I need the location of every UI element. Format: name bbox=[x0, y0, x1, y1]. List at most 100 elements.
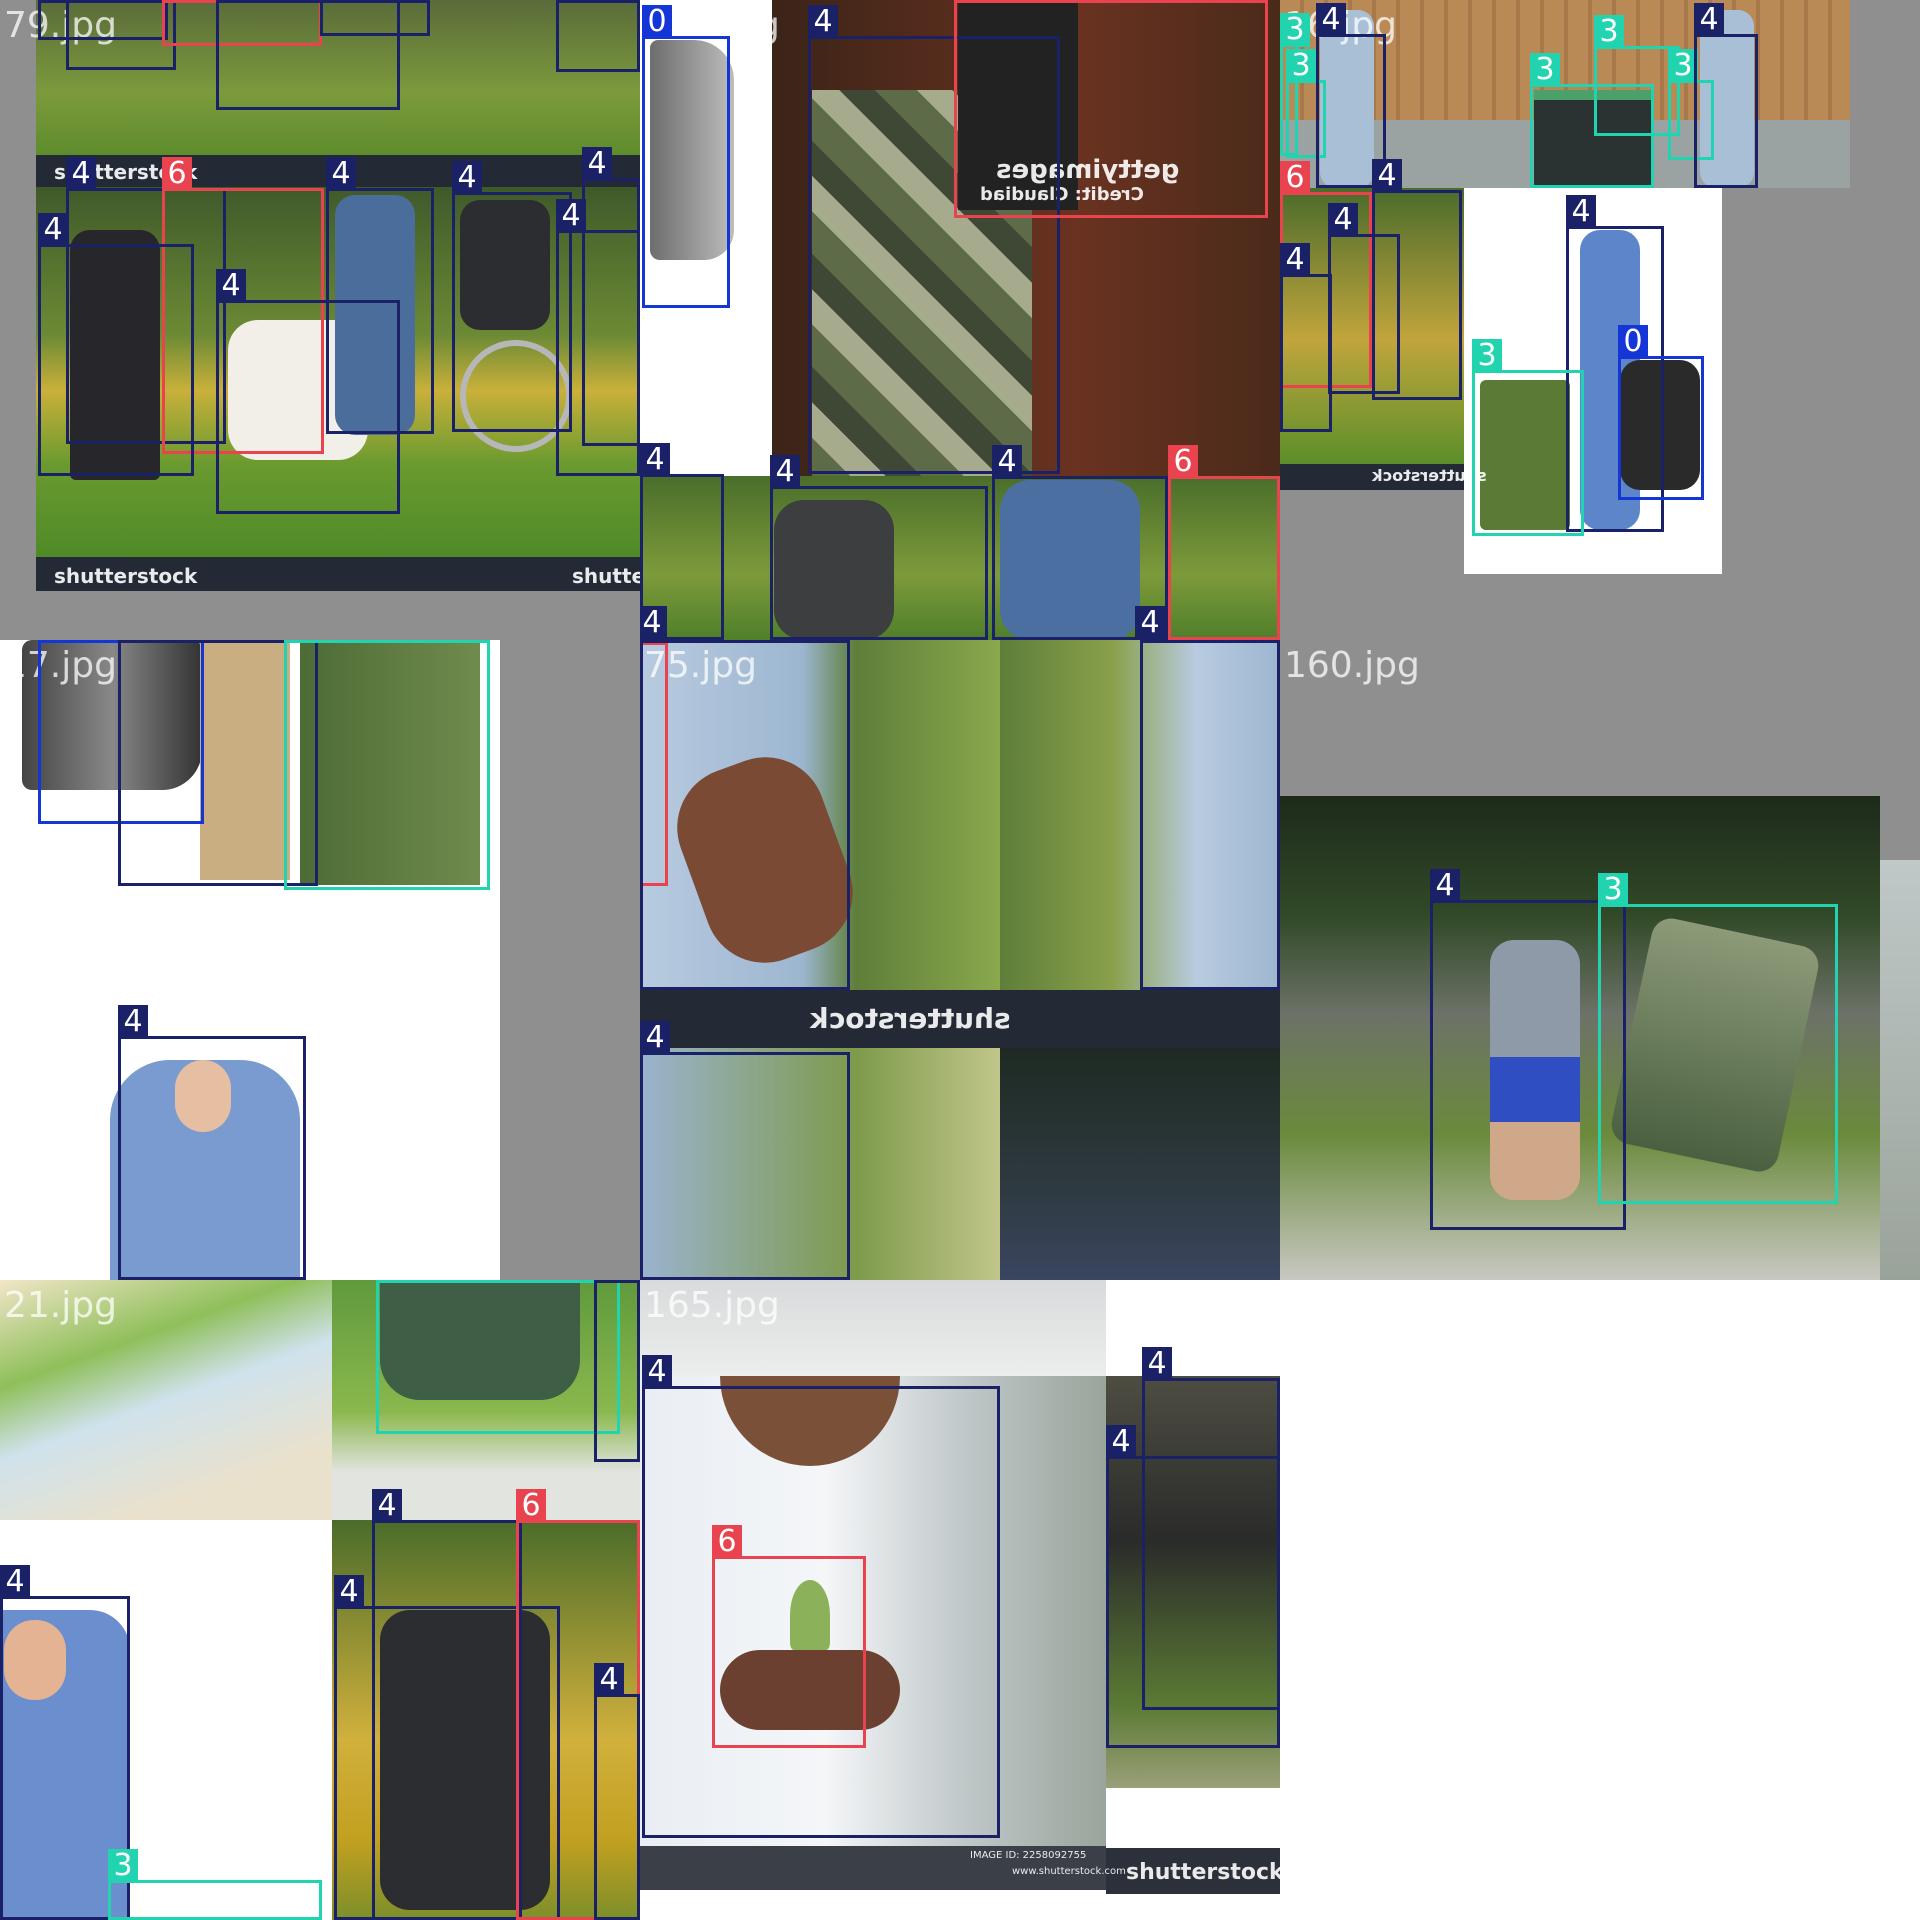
watermark-shutterstock: shutterstock bbox=[1372, 466, 1487, 485]
detection-box: 3 bbox=[1280, 13, 1310, 156]
bin-green bbox=[1480, 380, 1570, 530]
hands-shape bbox=[720, 1650, 900, 1730]
detection-box: 4 bbox=[1430, 869, 1626, 1230]
detection-box: 3 bbox=[1594, 15, 1680, 136]
bag-shape bbox=[1620, 360, 1700, 490]
class-label: 4 bbox=[640, 640, 670, 643]
legs-khaki bbox=[200, 640, 290, 880]
detection-box: 4 bbox=[1566, 195, 1664, 532]
class-label: 6 bbox=[1280, 161, 1310, 195]
detection-box: 4 bbox=[642, 1355, 1000, 1838]
class-label: 4 bbox=[118, 640, 148, 643]
class-label: 0 bbox=[1618, 325, 1648, 359]
class-label: 4 bbox=[808, 5, 838, 39]
detection-box: 3 bbox=[1286, 49, 1326, 158]
scene-strip-bottom bbox=[640, 476, 1280, 640]
detection-box: 3 bbox=[1668, 49, 1714, 160]
class-label: 4 bbox=[582, 147, 612, 181]
tile-160: 160.jpg 4 3 bbox=[1280, 640, 1920, 1280]
person-figure bbox=[460, 200, 550, 330]
watermark-image-id: IMAGE ID: 2258092755 bbox=[970, 1850, 1087, 1861]
detection-box: 4 bbox=[1694, 3, 1758, 188]
detection-box: 4 bbox=[556, 0, 640, 72]
detection-box: 6 bbox=[954, 0, 1268, 218]
detection-box: 4 bbox=[66, 0, 176, 70]
class-label: 3 bbox=[1598, 873, 1628, 907]
detection-box: 3 bbox=[376, 1280, 620, 1434]
detection-box: 3 bbox=[1598, 873, 1838, 1204]
detection-box: 4 bbox=[216, 269, 400, 514]
tile-79: 79.jpg shutterstock shutterstock shutter… bbox=[0, 0, 640, 640]
class-label: 4 bbox=[642, 1355, 672, 1389]
class-label: 4 bbox=[118, 1005, 148, 1039]
scene-concrete bbox=[640, 1280, 1106, 1376]
watermark-shutterstock: shutterstock bbox=[810, 1002, 1011, 1035]
detection-box: 4 bbox=[320, 0, 430, 36]
scene-river bbox=[0, 1280, 332, 1520]
scene-street-edge bbox=[1880, 860, 1920, 1280]
watermark-strip bbox=[1280, 464, 1464, 490]
detection-box: 4 bbox=[640, 1021, 850, 1280]
detection-box: 4 bbox=[326, 157, 434, 434]
class-label: 6 bbox=[162, 0, 192, 3]
class-label: 6 bbox=[954, 0, 984, 3]
class-label: 4 bbox=[66, 0, 96, 3]
class-label: 4 bbox=[372, 1489, 402, 1523]
detection-box: 4 bbox=[640, 640, 850, 990]
watermark-site: www.shutterstock.com bbox=[1012, 1866, 1126, 1877]
tile-165: IMAGE ID: 2258092755 www.shutterstock.co… bbox=[640, 1280, 1280, 1920]
detection-box: 4 bbox=[1328, 203, 1400, 394]
detection-box: 3 bbox=[284, 640, 490, 890]
class-label: 3 bbox=[1530, 53, 1560, 87]
watermark-shutterstock: shutterstock bbox=[1126, 1860, 1280, 1885]
class-label: 3 bbox=[1472, 339, 1502, 373]
tile-75: shutterstock 75.jpg 6 4 4 4 bbox=[640, 640, 1280, 1280]
watermark-shutterstock: shutterstock bbox=[572, 564, 640, 588]
class-label: 4 bbox=[1280, 243, 1310, 277]
class-label: 6 bbox=[1168, 445, 1198, 479]
bag-shape bbox=[22, 640, 202, 790]
detection-box: 4 bbox=[216, 0, 400, 110]
tile-16: shutterstock 16.jpg 3 3 4 3 3 3 4 6 4 4 … bbox=[1280, 0, 1920, 640]
class-label: 3 bbox=[376, 1280, 406, 1283]
class-label: 4 bbox=[320, 0, 350, 3]
detection-box: 4 bbox=[1106, 1425, 1280, 1748]
class-label: 4 bbox=[556, 0, 586, 3]
scene-dark bbox=[1000, 1048, 1280, 1280]
detection-box: 4 bbox=[1140, 640, 1280, 990]
class-label: 4 bbox=[0, 1565, 30, 1599]
filename-label: 160.jpg bbox=[1284, 645, 1420, 686]
class-label: 3 bbox=[1594, 15, 1624, 49]
person-figure bbox=[335, 195, 415, 435]
class-label: 4 bbox=[1106, 1425, 1136, 1459]
tile-17: 17.jpg 0 4 3 4 bbox=[0, 640, 640, 1280]
detection-box: 0 bbox=[1618, 325, 1704, 500]
plant-shape bbox=[790, 1580, 830, 1650]
class-label: 4 bbox=[216, 0, 246, 3]
detection-box: 4 bbox=[118, 1005, 306, 1280]
class-label: 4 bbox=[556, 199, 586, 233]
detection-box: 3 bbox=[108, 1849, 322, 1920]
detection-box: 4 bbox=[992, 445, 1168, 640]
class-label: 4 bbox=[1316, 3, 1346, 37]
watermark-shutterstock: shutterstock bbox=[54, 564, 198, 588]
watermark-strip bbox=[640, 990, 1280, 1048]
detection-box: 4 bbox=[38, 213, 194, 476]
class-label: 4 bbox=[326, 157, 356, 191]
bin-green bbox=[380, 1280, 580, 1400]
detection-box: 3 bbox=[1530, 53, 1654, 188]
detection-box: 4 bbox=[1372, 159, 1462, 400]
detection-box: 0 bbox=[642, 5, 730, 308]
detection-box: 3 bbox=[1472, 339, 1584, 536]
class-label: 4 bbox=[1694, 3, 1724, 37]
detection-box: 4 bbox=[118, 640, 318, 886]
class-label: 4 bbox=[1566, 195, 1596, 229]
class-label: 6 bbox=[516, 1489, 546, 1523]
class-label: 4 bbox=[1135, 606, 1165, 640]
person-figure bbox=[1490, 940, 1580, 1200]
watermark-strip bbox=[640, 1846, 1106, 1890]
class-label: 4 bbox=[38, 0, 68, 3]
class-label: 4 bbox=[66, 157, 96, 191]
person-figure bbox=[70, 230, 160, 480]
person-figure bbox=[1320, 10, 1374, 188]
